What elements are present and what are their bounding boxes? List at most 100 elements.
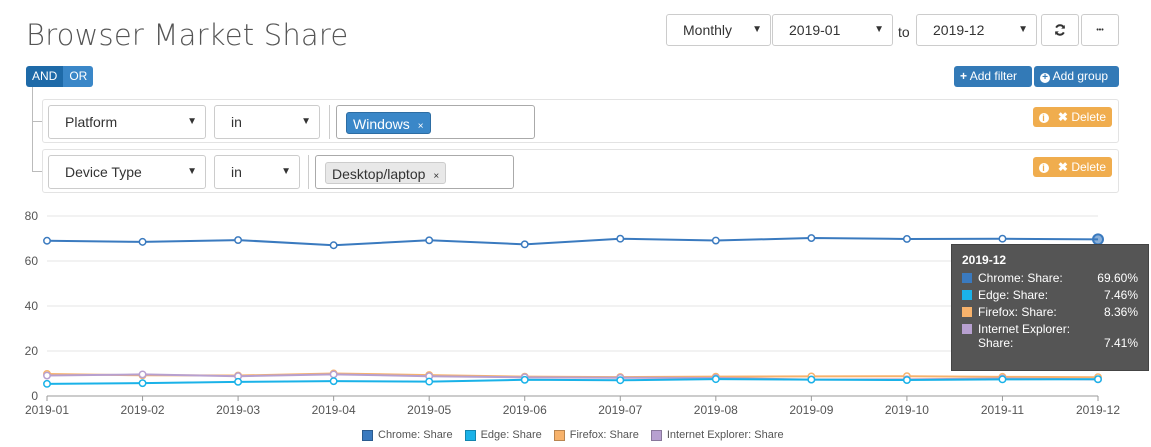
tooltip-swatch (962, 273, 972, 283)
y-tick-label: 60 (25, 254, 39, 268)
data-point (998, 375, 1007, 384)
data-point (329, 377, 338, 386)
data-point (807, 234, 816, 242)
x-tick-label: 2019-03 (216, 403, 260, 417)
x-tick-label: 2019-10 (885, 403, 929, 417)
divider (329, 105, 330, 139)
data-point (520, 375, 529, 384)
legend-item[interactable]: Firefox: Share (553, 429, 639, 441)
close-icon[interactable]: × (433, 171, 440, 182)
tooltip-series-value: 8.36% (1103, 305, 1138, 319)
delete-rule-button[interactable]: i ✖ Delete (1032, 107, 1112, 127)
data-point (234, 236, 243, 245)
delete-label: Delete (1071, 160, 1106, 174)
info-icon: i (1038, 113, 1049, 123)
add-group-label: Add group (1052, 69, 1109, 83)
add-group-button[interactable]: + Add group (1034, 66, 1119, 87)
rule-field-select[interactable]: Device Type ▼ (48, 155, 206, 189)
or-button[interactable]: OR (63, 66, 94, 87)
x-tick-label: 2019-05 (407, 403, 451, 417)
date-to-select[interactable]: 2019-12 ▼ (916, 14, 1037, 46)
rule-operator-value: in (231, 164, 242, 180)
value-tag: Windows × (346, 112, 431, 134)
tooltip-title: 2019-12 (962, 253, 1007, 267)
rule-operator-select[interactable]: in ▼ (214, 155, 300, 189)
legend-label: Firefox: Share (569, 429, 639, 441)
rule-field-value: Device Type (65, 164, 142, 180)
rule-operator-value: in (231, 114, 242, 130)
tooltip-series-name: Chrome: Share: (978, 271, 1063, 285)
add-filter-label: Add filter (969, 69, 1018, 83)
delete-label: Delete (1071, 110, 1106, 124)
date-from-select[interactable]: 2019-01 ▼ (772, 14, 893, 46)
tooltip-row: Internet Explorer: Share: 7.41% (962, 322, 1138, 350)
granularity-value: Monthly (683, 22, 733, 38)
chart-legend: Chrome: Share Edge: Share Firefox: Share In… (362, 429, 796, 441)
add-filter-button[interactable]: + Add filter (954, 66, 1032, 87)
chevron-down-icon: ▼ (301, 116, 311, 127)
tooltip-row: Firefox: Share: 8.36% (962, 305, 1138, 319)
x-tick-label: 2019-01 (25, 403, 69, 417)
page-title: Browser Market Share (26, 18, 349, 52)
plus-circle-icon: + (1040, 73, 1050, 83)
x-tick-label: 2019-11 (981, 403, 1024, 417)
x-tick-label: 2019-08 (694, 403, 738, 417)
x-tick-label: 2019-06 (503, 403, 547, 417)
tree-connector (32, 171, 42, 172)
date-from-value: 2019-01 (789, 22, 841, 38)
x-tick-label: 2019-04 (312, 403, 356, 417)
value-tag: Desktop/laptop × (325, 162, 447, 184)
tooltip-row: Edge: Share: 7.46% (962, 288, 1138, 302)
delete-rule-button[interactable]: i ✖ Delete (1032, 157, 1112, 177)
data-point (329, 241, 338, 250)
and-button[interactable]: AND (26, 66, 64, 87)
data-point (138, 237, 147, 246)
legend-item[interactable]: Chrome: Share (362, 429, 453, 441)
market-share-chart: 0 20 40 60 80 2019-01 2019-02 2019-03 2019-04 201… (25, 209, 1121, 417)
legend-swatch (553, 429, 565, 441)
series-line (46, 237, 1099, 247)
rule-value-input[interactable]: Windows × (336, 105, 535, 139)
legend-item[interactable]: Internet Explorer: Share (650, 429, 784, 441)
x-tick-label: 2019-09 (789, 403, 833, 417)
close-icon[interactable]: × (417, 121, 424, 132)
data-point (902, 235, 911, 243)
rule-field-value: Platform (65, 114, 118, 130)
tree-connector (32, 87, 33, 172)
refresh-icon (1055, 24, 1065, 36)
data-point (43, 379, 51, 388)
chevron-down-icon: ▼ (187, 116, 197, 127)
data-point (329, 370, 338, 379)
legend-swatch (464, 429, 476, 441)
data-point (234, 377, 243, 386)
chevron-down-icon: ▼ (752, 24, 762, 35)
chevron-down-icon: ▼ (281, 166, 291, 177)
plus-icon: + (960, 69, 968, 83)
and-or-toggle: AND OR (26, 66, 94, 87)
date-to-value: 2019-12 (933, 22, 985, 38)
delete-icon: ✖ (1057, 160, 1068, 174)
rule-operator-select[interactable]: in ▼ (214, 105, 320, 139)
value-tag-label: Desktop/laptop (332, 166, 426, 182)
tree-connector (32, 121, 42, 122)
x-tick-label: 2019-07 (598, 403, 642, 417)
legend-label: Chrome: Share (378, 429, 453, 441)
rule-field-select[interactable]: Platform ▼ (48, 105, 206, 139)
more-button[interactable]: ••• (1081, 14, 1119, 46)
info-icon: i (1038, 163, 1049, 173)
legend-swatch (650, 429, 662, 441)
refresh-button[interactable] (1041, 14, 1079, 46)
series-line (46, 378, 1099, 385)
value-tag-label: Windows (353, 116, 410, 132)
tooltip-series-value: 7.46% (1103, 288, 1138, 302)
x-tick-label: 2019-02 (121, 403, 165, 417)
chart-tooltip: 2019-12 Chrome: Share: 69.60% Edge: Share:… (951, 244, 1149, 371)
data-point (998, 234, 1007, 243)
data-point (520, 240, 529, 249)
legend-item[interactable]: Edge: Share (464, 429, 542, 441)
chevron-down-icon: ▼ (1018, 24, 1028, 35)
chevron-down-icon: ▼ (874, 24, 884, 35)
data-point (902, 376, 911, 384)
granularity-select[interactable]: Monthly ▼ (666, 14, 771, 46)
rule-value-input[interactable]: Desktop/laptop × (315, 155, 514, 189)
